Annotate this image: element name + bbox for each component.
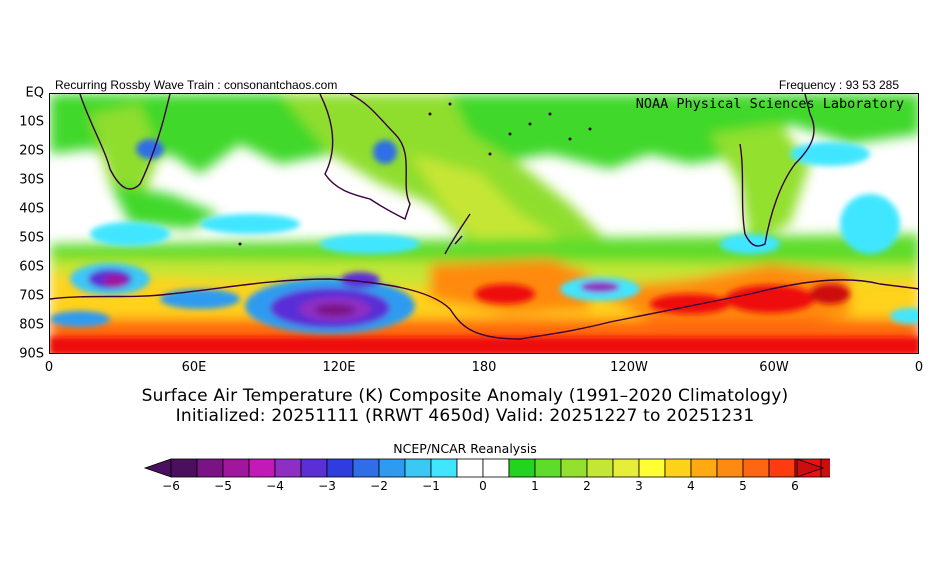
x-label-0: 0 [44,360,54,375]
colorbar-cells [170,458,830,478]
y-label-70s: 70S [19,288,44,304]
colorbar-cell [716,458,744,478]
noaa-lab-label: NOAA Physical Sciences Laboratory [635,96,904,112]
colorbar-cell [352,458,380,478]
colorbar-label: 1 [531,479,539,493]
colorbar-label: 0 [479,479,487,493]
strong-warm-anomalies [50,284,918,353]
colorbar-cell [326,458,354,478]
colorbar-cell [664,458,692,478]
colorbar-cell [768,458,796,478]
colorbar-cell [586,458,614,478]
colorbar-min-arrow [143,458,172,478]
y-label-10s: 10S [19,114,44,130]
map-title-line1: Surface Air Temperature (K) Composite An… [141,386,789,406]
colorbar-cell [196,458,224,478]
colorbar-cell [430,458,458,478]
colorbar-label: −1 [422,479,440,493]
x-label-60w: 60W [759,360,789,375]
y-label-80s: 80S [19,317,44,333]
colorbar-label: 5 [739,479,747,493]
y-label-40s: 40S [19,201,44,217]
x-label-120w: 120W [610,360,648,375]
colorbar-cell [222,458,250,478]
colorbar-label: 6 [791,479,799,493]
colorbar-cell [690,458,718,478]
colorbar-cell [170,458,198,478]
negative-anomaly-fields [50,139,918,334]
x-label-180: 180 [471,360,497,375]
x-label-0-end: 0 [914,360,924,375]
y-label-50s: 50S [19,230,44,246]
colorbar-cell [274,458,302,478]
colorbar-label: −4 [266,479,284,493]
y-label-90s: 90S [19,346,44,362]
colorbar-label: 4 [687,479,695,493]
colorbar-cell [378,458,406,478]
colorbar-label: 3 [635,479,643,493]
colorbar-cell [248,458,276,478]
y-label-30s: 30S [19,172,44,188]
header-frequency-label: Frequency : 93 53 285 [778,78,899,92]
colorbar-cell [638,458,666,478]
map-title-line2: Initialized: 20251111 (RRWT 4650d) Valid… [175,406,755,426]
y-label-eq: EQ [25,85,44,101]
colorbar-cell [456,458,484,478]
colorbar-cell [404,458,432,478]
colorbar-title: NCEP/NCAR Reanalysis [393,441,537,456]
coastlines [50,94,918,340]
anomaly-map: NOAA Physical Sciences Laboratory [49,93,919,354]
colorbar-label: 2 [583,479,591,493]
colorbar-cell [482,458,510,478]
colorbar-cell [508,458,536,478]
colorbar-cell [612,458,640,478]
colorbar [143,458,830,478]
colorbar-cell [300,458,328,478]
colorbar-label: −5 [214,479,232,493]
anomaly-field [50,94,918,353]
colorbar-label: −2 [370,479,388,493]
x-label-60e: 60E [181,360,207,375]
colorbar-label: −6 [162,479,180,493]
x-label-120e: 120E [322,360,356,375]
colorbar-cell [560,458,588,478]
colorbar-cell [742,458,770,478]
colorbar-max-arrow [796,458,825,478]
colorbar-label: −3 [318,479,336,493]
header-source-label: Recurring Rossby Wave Train : consonantc… [55,78,338,92]
islands [238,102,592,246]
colorbar-cell [534,458,562,478]
y-label-60s: 60S [19,259,44,275]
y-label-20s: 20S [19,143,44,159]
